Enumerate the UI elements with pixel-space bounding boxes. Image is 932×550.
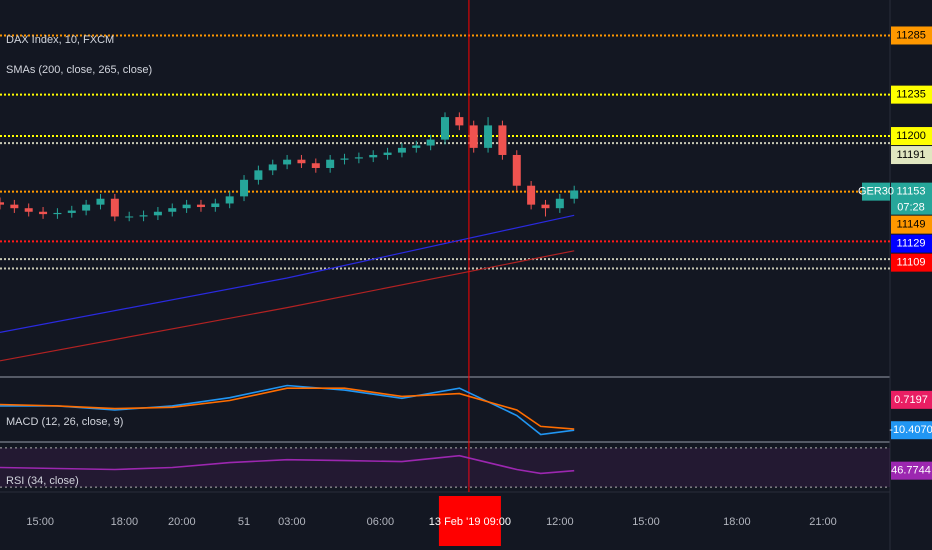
candle-body: [412, 145, 421, 148]
crosshair-badge: [438, 496, 501, 546]
legend-title: MACD (12, 26, close, 9): [6, 416, 123, 428]
price-badge: [891, 215, 932, 234]
price-badge: [891, 234, 932, 253]
candle-body: [53, 212, 62, 215]
legend-title: DAX Index, 10, FXCM: [6, 34, 114, 46]
candle-body: [484, 125, 493, 148]
x-tick-label: 51: [238, 516, 250, 528]
price-badge-label: 0.7197: [894, 394, 928, 406]
legend-subtitle: SMAs (200, close, 265, close): [6, 64, 152, 76]
candle-body: [512, 154, 521, 186]
candle-body: [168, 208, 177, 212]
candle-body: [383, 152, 392, 155]
candle-body: [498, 125, 507, 155]
candle-body: [570, 190, 579, 199]
candle-body: [211, 203, 220, 208]
x-tick-label: 03:00: [278, 516, 306, 528]
candle-body: [0, 202, 4, 205]
x-tick-label: 12:00: [546, 516, 574, 528]
crosshair-label: 13 Feb '19 09:00: [429, 516, 511, 528]
candle-body: [182, 204, 191, 209]
candle-body: [153, 211, 162, 216]
price-badge: [891, 146, 932, 165]
price-badge-label: 11109: [897, 257, 926, 269]
candle-body: [455, 117, 464, 126]
x-tick-label: 15:00: [26, 516, 54, 528]
x-tick-label: 15:00: [632, 516, 660, 528]
series-line: [0, 214, 575, 333]
x-tick-label: 20:00: [168, 516, 196, 528]
symbol-badge: [862, 182, 890, 201]
series-line: [0, 387, 575, 430]
candle-body: [297, 159, 306, 164]
countdown: 07:28: [897, 202, 925, 214]
candle-body: [527, 185, 536, 205]
candle-body: [369, 154, 378, 158]
price-badge: [891, 253, 932, 272]
price-badge: [891, 85, 932, 104]
series-line: [0, 454, 575, 475]
price-badge: [891, 421, 932, 440]
candle-body: [397, 147, 406, 153]
candle-body: [426, 139, 435, 146]
candle-body: [82, 204, 91, 211]
price-badge: [891, 26, 932, 45]
candle-body: [254, 170, 263, 180]
price-badge-label: 11129: [897, 238, 926, 250]
candle-body: [326, 159, 335, 168]
candle-body: [39, 211, 48, 215]
candle-body: [240, 179, 249, 197]
price-badge-label: 11191: [897, 149, 926, 161]
candle-body: [354, 157, 363, 159]
candle-body: [96, 198, 105, 205]
candle-body: [110, 198, 119, 217]
candle-body: [10, 204, 19, 209]
price-badge-label: 11285: [896, 29, 926, 41]
price-badge-label: 11200: [896, 130, 926, 142]
candle-body: [196, 204, 205, 208]
candle-body: [283, 159, 292, 165]
price-badge-label: 11149: [897, 219, 926, 231]
x-tick-label: 18:00: [723, 516, 751, 528]
candle-body: [268, 164, 277, 171]
price-badge-label: 11235: [896, 89, 926, 101]
candle-body: [340, 158, 349, 160]
candle-body: [555, 198, 564, 209]
price-badge: [891, 390, 932, 409]
candle-body: [469, 125, 478, 148]
candle-body: [67, 210, 76, 213]
series-line: [0, 250, 575, 362]
price-badge-label: 46.7744: [891, 465, 931, 477]
x-tick-label: 18:00: [111, 516, 139, 528]
price-badge: [891, 461, 932, 480]
candle-body: [541, 204, 550, 209]
x-tick-label: 06:00: [367, 516, 395, 528]
candle-body: [311, 163, 320, 168]
symbol-label: GER30: [858, 186, 894, 198]
rsi-band: [0, 447, 890, 488]
candle-body: [24, 208, 33, 212]
price-badge-label: 11153: [897, 186, 926, 198]
candle-body: [139, 215, 148, 217]
price-badge-label: -10.4070: [889, 424, 932, 436]
legend-title: RSI (34, close): [6, 475, 79, 487]
candle-body: [441, 117, 449, 140]
candle-body: [125, 216, 134, 218]
price-badge: [891, 127, 932, 146]
candle-body: [225, 196, 234, 204]
price-badge: [891, 182, 932, 215]
x-tick-label: 21:00: [809, 516, 837, 528]
